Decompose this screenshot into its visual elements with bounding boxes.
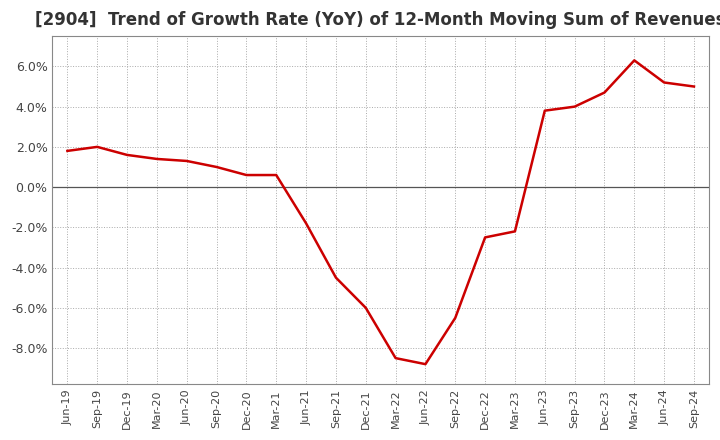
Title: [2904]  Trend of Growth Rate (YoY) of 12-Month Moving Sum of Revenues: [2904] Trend of Growth Rate (YoY) of 12-… xyxy=(35,11,720,29)
